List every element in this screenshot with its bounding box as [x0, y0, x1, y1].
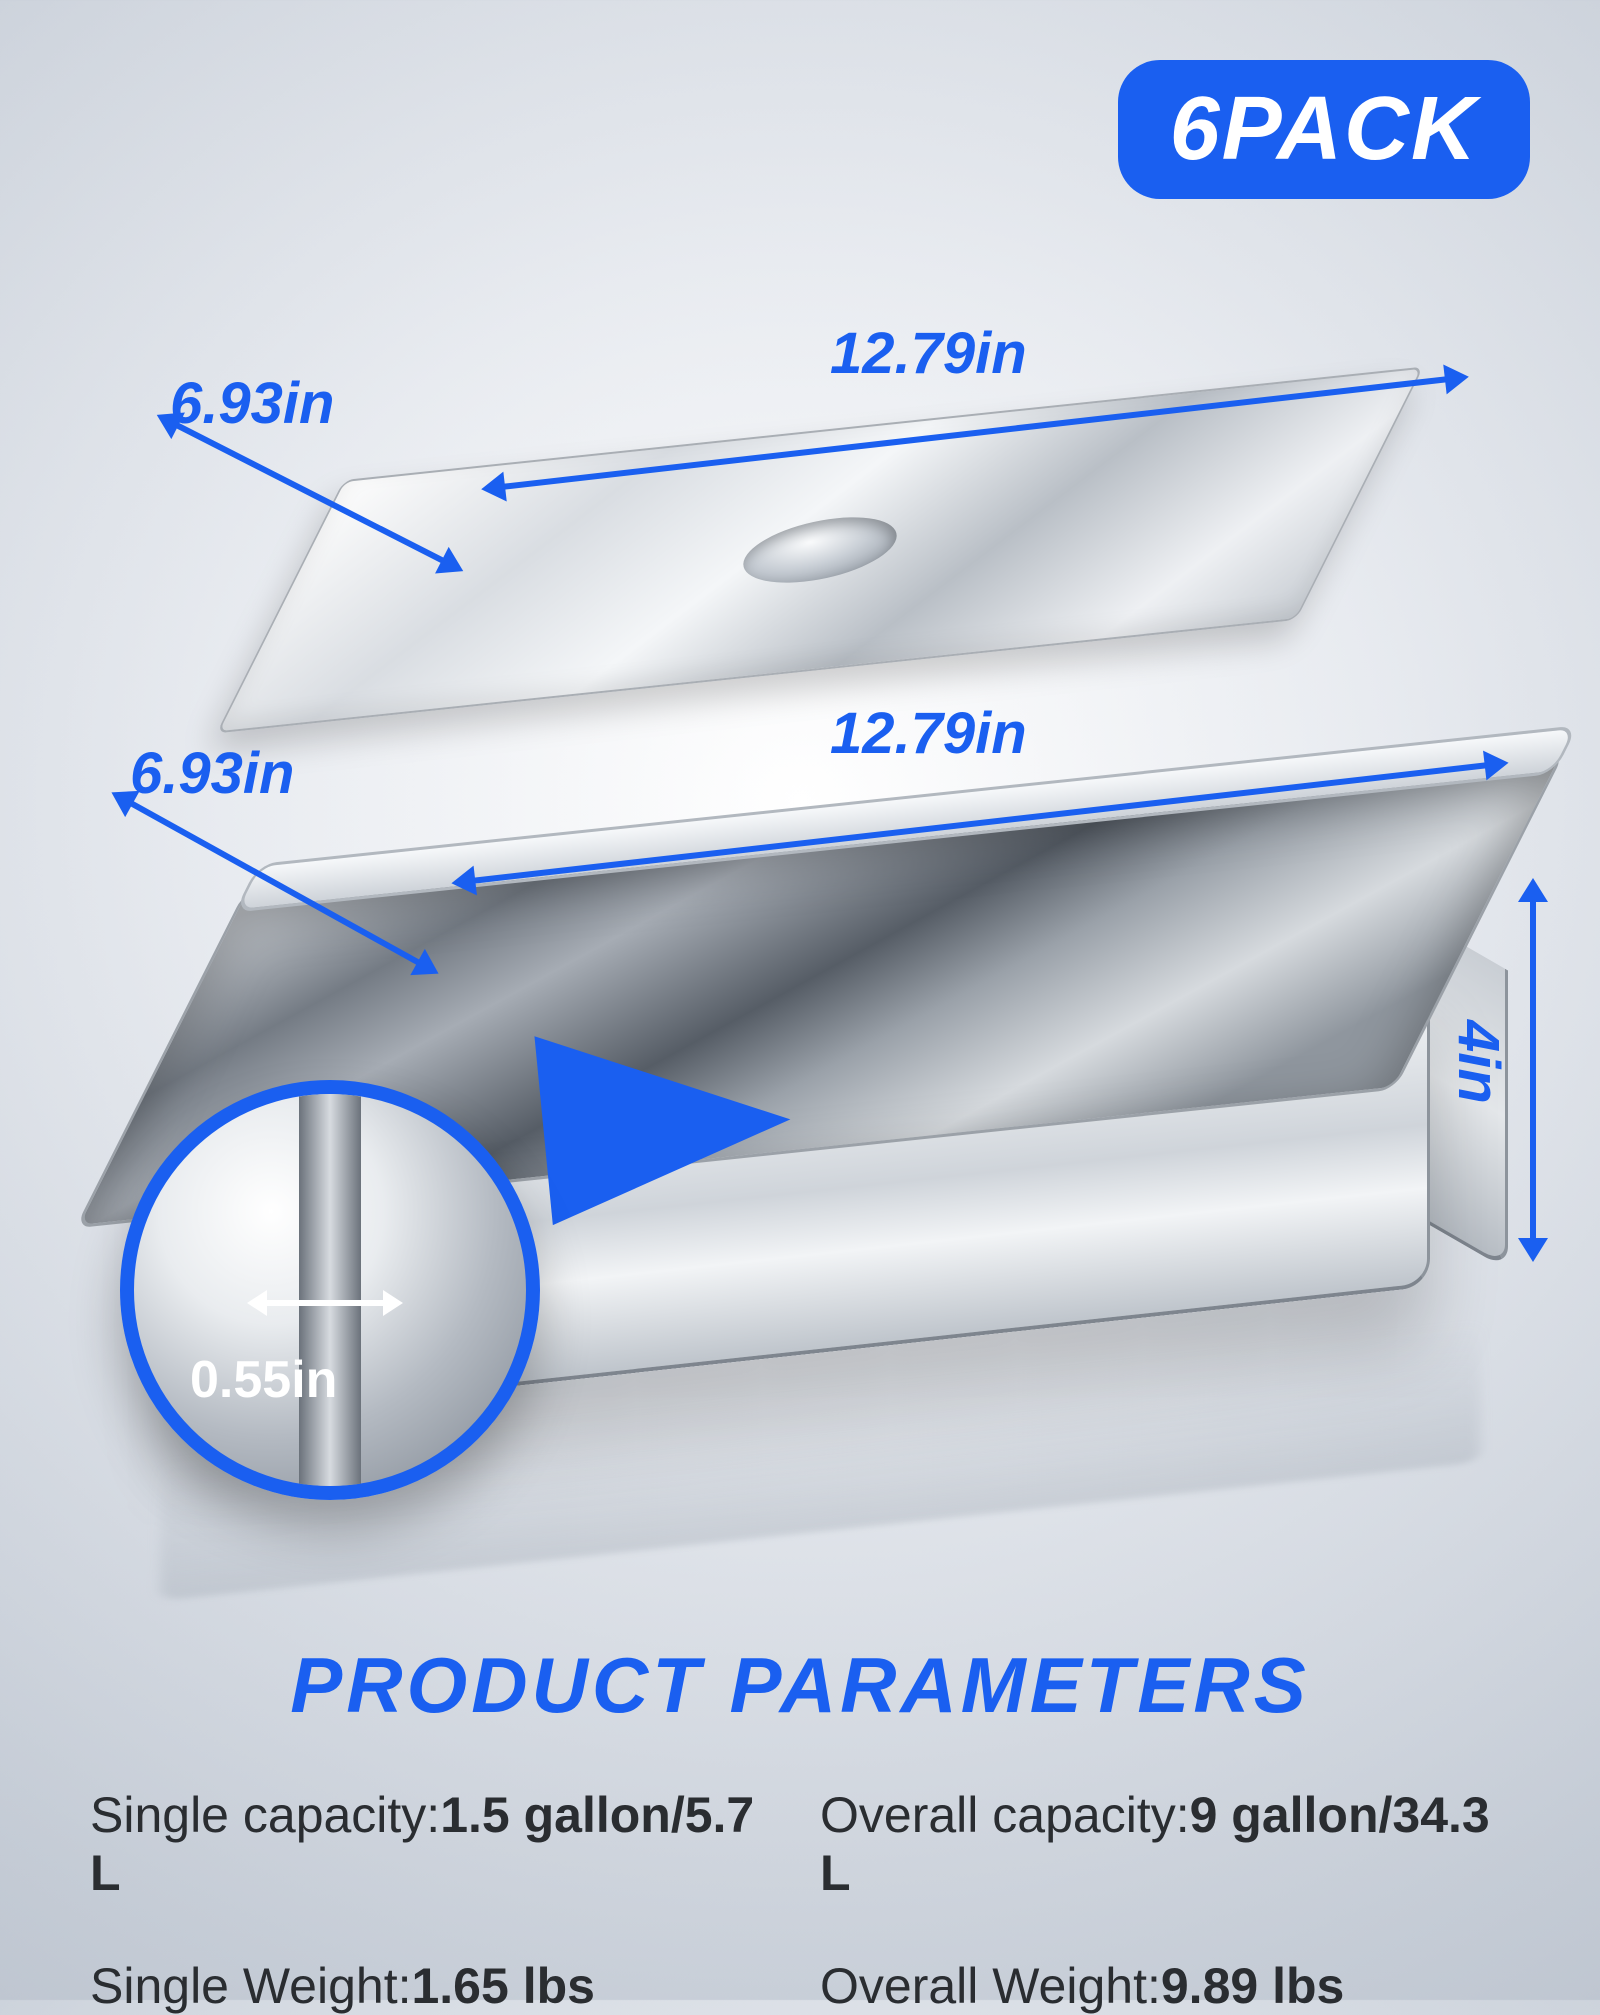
dim-lid-width-label: 12.79in	[830, 320, 1027, 387]
dim-pan-height-label: 4in	[1445, 1020, 1512, 1104]
param-value: 9.89 lbs	[1161, 1958, 1344, 2014]
thickness-callout	[120, 1080, 540, 1500]
thickness-arrow	[265, 1300, 385, 1306]
param-overall-capacity: Overall capacity:9 gallon/34.3 L	[820, 1786, 1510, 1902]
dim-pan-height-line	[1530, 900, 1536, 1240]
lid-illustration	[216, 367, 1424, 734]
param-label: Overall Weight:	[820, 1958, 1161, 2014]
param-single-weight: Single Weight:1.65 lbs	[90, 1957, 780, 2015]
dim-thickness-label: 0.55in	[190, 1350, 337, 1410]
parameters-grid: Single capacity:1.5 gallon/5.7 L Overall…	[0, 1786, 1600, 2015]
dim-lid-depth-label: 6.93in	[170, 370, 334, 437]
param-value: 1.65 lbs	[411, 1958, 594, 2014]
param-single-capacity: Single capacity:1.5 gallon/5.7 L	[90, 1786, 780, 1902]
param-label: Single capacity:	[90, 1787, 440, 1843]
parameters-heading: PRODUCT PARAMETERS	[0, 1640, 1600, 1731]
param-label: Single Weight:	[90, 1958, 411, 2014]
dim-pan-depth-label: 6.93in	[130, 740, 294, 807]
param-label: Overall capacity:	[820, 1787, 1190, 1843]
dim-pan-width-label: 12.79in	[830, 700, 1027, 767]
param-overall-weight: Overall Weight:9.89 lbs	[820, 1957, 1510, 2015]
product-stage: 6.93in 12.79in 6.93in 12.79in 4in 0.55in	[0, 0, 1600, 1600]
parameters-section: PRODUCT PARAMETERS Single capacity:1.5 g…	[0, 1640, 1600, 2015]
